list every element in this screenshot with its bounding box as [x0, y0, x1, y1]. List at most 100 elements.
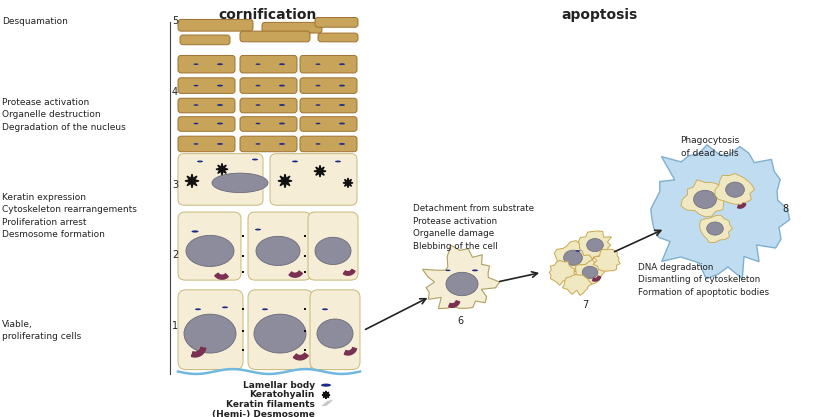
Ellipse shape: [186, 235, 234, 266]
Text: Keratohyalin: Keratohyalin: [250, 390, 315, 399]
FancyBboxPatch shape: [180, 35, 230, 45]
Polygon shape: [344, 348, 357, 355]
FancyBboxPatch shape: [240, 98, 297, 113]
Ellipse shape: [472, 269, 478, 271]
Ellipse shape: [339, 143, 345, 145]
Ellipse shape: [256, 236, 300, 266]
Ellipse shape: [339, 123, 345, 124]
Ellipse shape: [446, 272, 478, 296]
FancyBboxPatch shape: [178, 98, 235, 113]
Bar: [304, 271, 306, 273]
Ellipse shape: [317, 319, 353, 348]
Text: 4: 4: [172, 88, 178, 98]
Bar: [304, 255, 306, 257]
Ellipse shape: [217, 63, 223, 65]
Ellipse shape: [316, 123, 321, 124]
Ellipse shape: [576, 250, 581, 252]
Ellipse shape: [256, 123, 261, 124]
Ellipse shape: [256, 63, 261, 65]
Bar: [242, 330, 244, 332]
Text: 8: 8: [782, 204, 788, 214]
FancyBboxPatch shape: [240, 78, 297, 93]
Ellipse shape: [217, 104, 223, 106]
Text: cornification: cornification: [219, 8, 317, 22]
Polygon shape: [192, 347, 206, 357]
FancyBboxPatch shape: [178, 154, 263, 205]
FancyBboxPatch shape: [178, 212, 241, 280]
Text: 7: 7: [582, 299, 588, 309]
Polygon shape: [449, 301, 460, 307]
Ellipse shape: [279, 85, 285, 86]
FancyBboxPatch shape: [178, 55, 235, 73]
Polygon shape: [715, 173, 755, 204]
Bar: [304, 330, 306, 332]
Ellipse shape: [252, 158, 258, 161]
Text: Detachment from substrate
Protease activation
Organelle damage
Blebbing of the c: Detachment from substrate Protease activ…: [413, 204, 534, 251]
FancyBboxPatch shape: [308, 212, 358, 280]
Ellipse shape: [279, 123, 285, 124]
Polygon shape: [422, 245, 500, 309]
Ellipse shape: [184, 314, 236, 353]
Bar: [325, 413, 327, 416]
Text: DNA degradation
Dismantling of cytoskeleton
Formation of apoptotic bodies: DNA degradation Dismantling of cytoskele…: [638, 263, 769, 296]
Text: Keratin filaments: Keratin filaments: [226, 400, 315, 409]
Ellipse shape: [193, 143, 198, 145]
Ellipse shape: [255, 229, 261, 231]
FancyBboxPatch shape: [178, 78, 235, 93]
Bar: [242, 308, 244, 310]
Ellipse shape: [315, 237, 351, 264]
FancyBboxPatch shape: [315, 18, 358, 27]
FancyBboxPatch shape: [300, 136, 357, 152]
Ellipse shape: [195, 308, 201, 310]
Ellipse shape: [316, 85, 321, 86]
Bar: [242, 271, 244, 273]
Ellipse shape: [222, 306, 228, 308]
Ellipse shape: [316, 143, 321, 145]
Polygon shape: [343, 269, 355, 275]
Text: apoptosis: apoptosis: [562, 8, 638, 22]
Polygon shape: [593, 249, 621, 271]
Ellipse shape: [446, 270, 451, 271]
Polygon shape: [681, 180, 726, 217]
Bar: [304, 308, 306, 310]
Ellipse shape: [564, 250, 582, 265]
Polygon shape: [293, 353, 308, 360]
Ellipse shape: [339, 63, 345, 65]
Ellipse shape: [256, 104, 261, 106]
Polygon shape: [322, 391, 330, 399]
FancyBboxPatch shape: [300, 78, 357, 93]
Ellipse shape: [316, 63, 321, 65]
FancyBboxPatch shape: [248, 212, 311, 280]
Ellipse shape: [217, 123, 223, 124]
Bar: [242, 255, 244, 257]
Text: 2: 2: [172, 250, 178, 260]
Ellipse shape: [279, 63, 285, 65]
Text: Desquamation: Desquamation: [2, 17, 67, 26]
FancyBboxPatch shape: [262, 23, 322, 33]
Polygon shape: [289, 271, 302, 277]
Ellipse shape: [212, 173, 268, 193]
Ellipse shape: [321, 384, 331, 387]
Text: 6: 6: [457, 316, 463, 326]
Polygon shape: [579, 231, 611, 259]
Text: Viable,
proliferating cells: Viable, proliferating cells: [2, 320, 82, 342]
Ellipse shape: [193, 123, 198, 124]
Ellipse shape: [582, 266, 598, 279]
Polygon shape: [576, 260, 606, 286]
FancyBboxPatch shape: [300, 55, 357, 73]
Polygon shape: [562, 274, 592, 295]
Text: 5: 5: [172, 16, 178, 26]
Polygon shape: [314, 165, 326, 177]
Polygon shape: [651, 145, 790, 279]
Polygon shape: [215, 273, 228, 279]
Ellipse shape: [279, 104, 285, 106]
FancyBboxPatch shape: [318, 33, 358, 42]
FancyBboxPatch shape: [240, 117, 297, 131]
FancyBboxPatch shape: [300, 117, 357, 131]
Polygon shape: [737, 203, 746, 208]
Bar: [242, 235, 244, 237]
Text: 3: 3: [172, 180, 178, 190]
Ellipse shape: [217, 85, 223, 86]
FancyBboxPatch shape: [240, 136, 297, 152]
FancyBboxPatch shape: [178, 290, 243, 369]
